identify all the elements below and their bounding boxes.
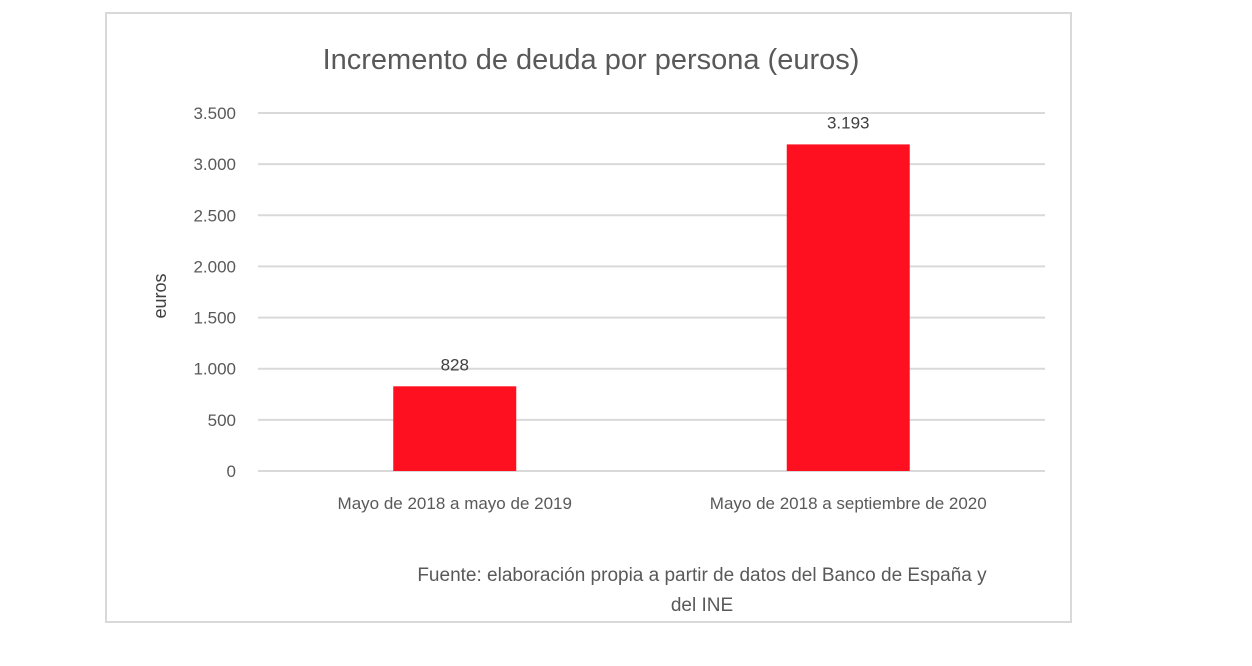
x-category-label: Mayo de 2018 a mayo de 2019 [338,494,572,513]
y-tick-label: 3.000 [193,155,236,174]
bar [786,144,910,471]
y-tick-label: 1.000 [193,360,236,379]
source-note-line-1: Fuente: elaboración propia a partir de d… [417,565,987,586]
data-label: 828 [441,355,469,374]
y-axis-label: euros [150,273,170,318]
y-tick-label: 1.500 [193,309,236,328]
bar [393,386,517,471]
data-label: 3.193 [827,113,870,132]
y-tick-label: 3.500 [193,104,236,123]
y-tick-label: 500 [208,411,236,430]
source-note-line-2: del INE [671,595,733,616]
x-category-label: Mayo de 2018 a septiembre de 2020 [710,494,987,513]
y-tick-label: 0 [227,462,236,481]
y-tick-label: 2.000 [193,257,236,276]
chart-title: Incremento de deuda por persona (euros) [323,44,860,76]
y-tick-label: 2.500 [193,206,236,225]
